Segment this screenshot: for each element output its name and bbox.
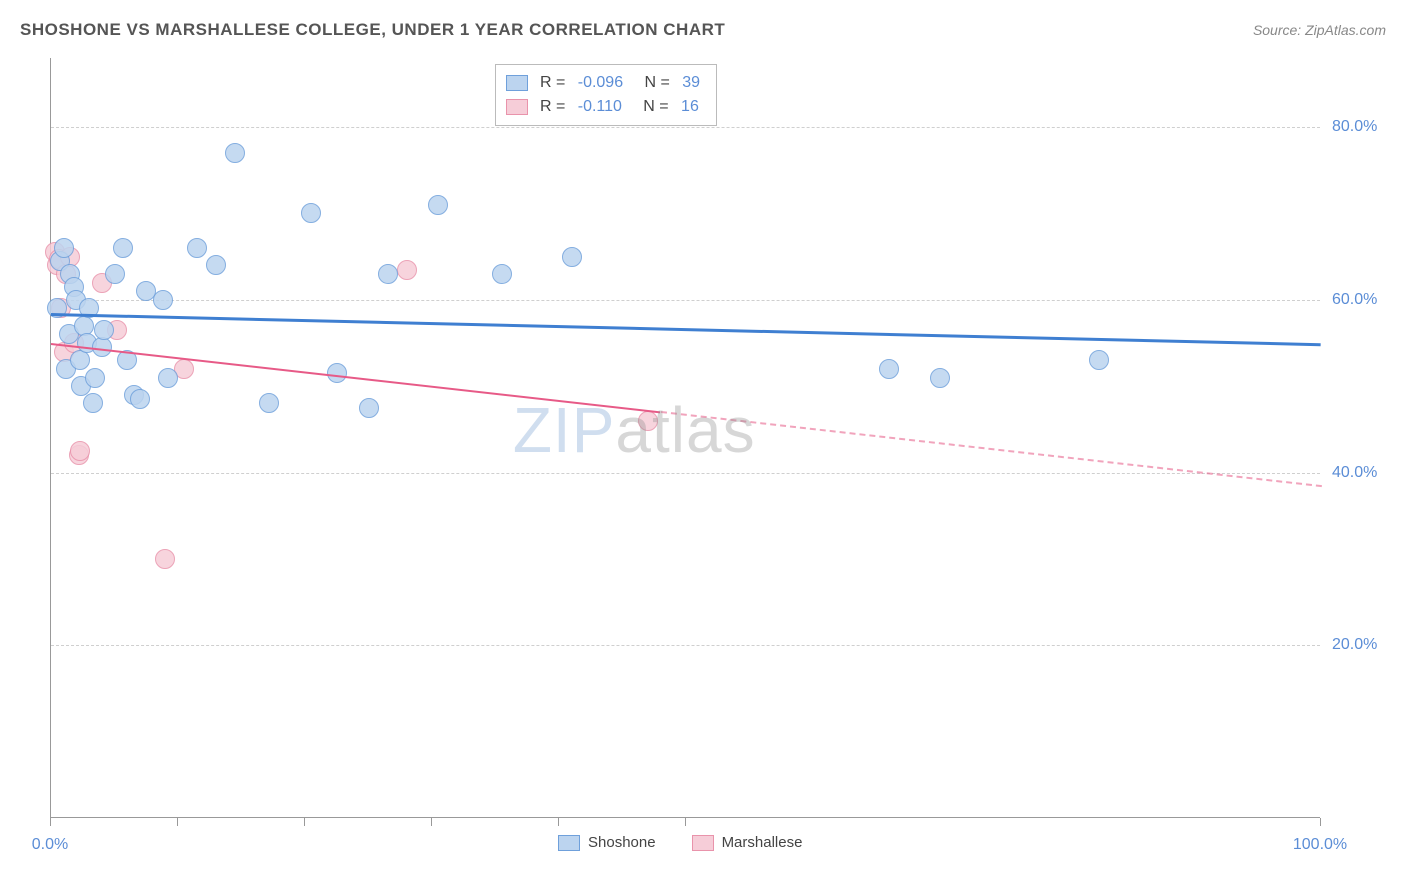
- x-tick-mark: [50, 818, 51, 826]
- gridline: [51, 473, 1320, 474]
- stats-row: R = -0.110 N = 16: [506, 95, 701, 119]
- y-tick-label: 60.0%: [1332, 291, 1377, 309]
- y-tick-label: 20.0%: [1332, 636, 1377, 654]
- x-tick-mark: [558, 818, 559, 826]
- scatter-point: [187, 238, 207, 258]
- scatter-point: [153, 290, 173, 310]
- x-tick-label: 100.0%: [1293, 836, 1347, 854]
- scatter-point: [206, 255, 226, 275]
- scatter-point: [70, 441, 90, 461]
- x-tick-mark: [1320, 818, 1321, 826]
- regression-line: [660, 411, 1321, 487]
- scatter-point: [94, 320, 114, 340]
- scatter-point: [225, 143, 245, 163]
- scatter-point: [54, 238, 74, 258]
- legend-label: Marshallese: [722, 834, 803, 851]
- scatter-point: [378, 264, 398, 284]
- scatter-point: [879, 359, 899, 379]
- scatter-point: [259, 393, 279, 413]
- scatter-point: [397, 260, 417, 280]
- legend-label: Shoshone: [588, 834, 656, 851]
- stats-n-label: N =: [630, 95, 673, 119]
- gridline: [51, 127, 1320, 128]
- stats-r-value: -0.110: [578, 95, 622, 119]
- legend-item: Marshallese: [692, 834, 803, 851]
- legend-swatch: [692, 835, 714, 851]
- x-tick-mark: [177, 818, 178, 826]
- scatter-point: [1089, 350, 1109, 370]
- gridline: [51, 645, 1320, 646]
- scatter-point: [105, 264, 125, 284]
- chart-title: SHOSHONE VS MARSHALLESE COLLEGE, UNDER 1…: [20, 20, 725, 40]
- scatter-point: [562, 247, 582, 267]
- scatter-point: [85, 368, 105, 388]
- scatter-point: [158, 368, 178, 388]
- legend-item: Shoshone: [558, 834, 656, 851]
- stats-r-value: -0.096: [578, 71, 623, 95]
- stats-legend-box: R = -0.096 N = 39 R = -0.110 N = 16: [495, 64, 718, 126]
- gridline: [51, 300, 1320, 301]
- x-tick-label: 0.0%: [32, 836, 68, 854]
- stats-r-label: R =: [536, 95, 570, 119]
- stats-row: R = -0.096 N = 39: [506, 71, 701, 95]
- scatter-point: [130, 389, 150, 409]
- series-legend: Shoshone Marshallese: [558, 834, 802, 851]
- source-label: Source: ZipAtlas.com: [1253, 22, 1386, 38]
- legend-swatch: [506, 75, 528, 91]
- x-tick-mark: [304, 818, 305, 826]
- stats-r-label: R =: [536, 71, 570, 95]
- scatter-point: [70, 350, 90, 370]
- plot-area: [50, 58, 1320, 818]
- scatter-point: [155, 549, 175, 569]
- scatter-point: [301, 203, 321, 223]
- x-tick-mark: [431, 818, 432, 826]
- scatter-point: [638, 411, 658, 431]
- stats-n-value: 39: [682, 71, 700, 95]
- scatter-point: [428, 195, 448, 215]
- stats-n-value: 16: [681, 95, 699, 119]
- scatter-point: [359, 398, 379, 418]
- regression-line: [51, 313, 1321, 346]
- scatter-point: [83, 393, 103, 413]
- scatter-point: [113, 238, 133, 258]
- x-tick-mark: [685, 818, 686, 826]
- y-tick-label: 80.0%: [1332, 118, 1377, 136]
- legend-swatch: [558, 835, 580, 851]
- scatter-point: [492, 264, 512, 284]
- scatter-point: [327, 363, 347, 383]
- legend-swatch: [506, 99, 528, 115]
- scatter-point: [930, 368, 950, 388]
- y-tick-label: 40.0%: [1332, 464, 1377, 482]
- stats-n-label: N =: [631, 71, 674, 95]
